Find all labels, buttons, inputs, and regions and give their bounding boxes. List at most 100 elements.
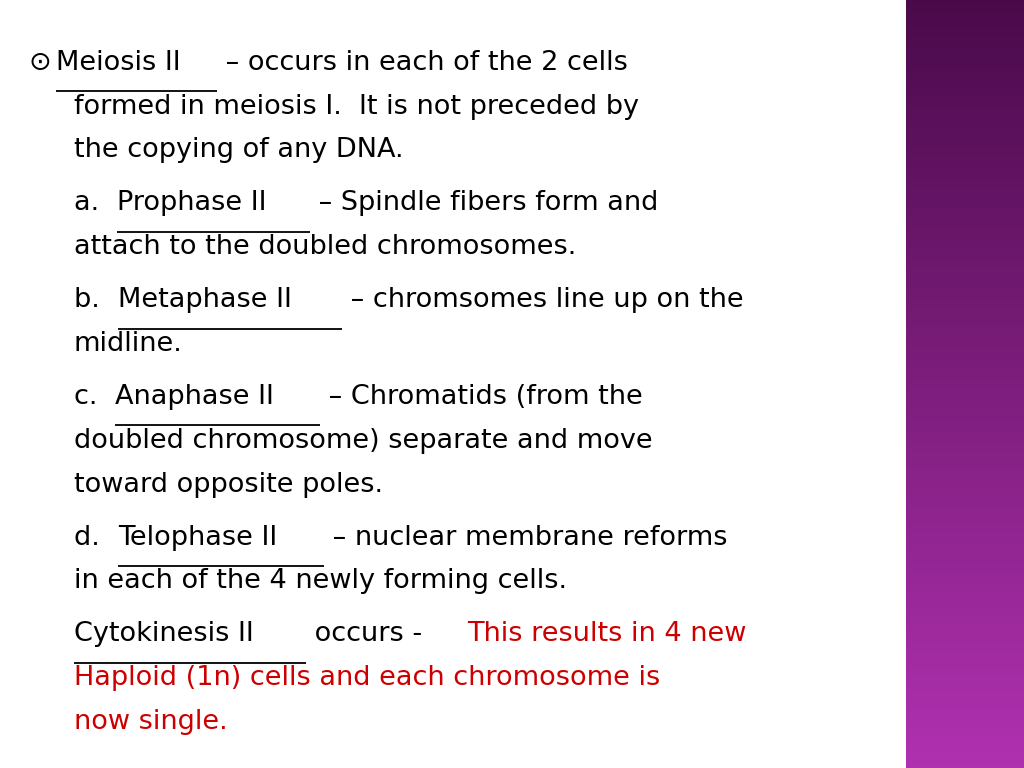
Bar (906, 737, 1024, 740)
Bar (906, 328, 1024, 330)
Bar (906, 668, 1024, 670)
Bar (906, 67, 1024, 69)
Bar (906, 131, 1024, 133)
Bar (906, 59, 1024, 61)
Bar (906, 484, 1024, 486)
Bar (906, 448, 1024, 451)
Bar (906, 108, 1024, 110)
Bar (906, 197, 1024, 200)
Text: Cytokinesis II: Cytokinesis II (74, 621, 254, 647)
Bar (906, 290, 1024, 292)
Bar (906, 707, 1024, 709)
Bar (906, 8, 1024, 10)
Bar (906, 543, 1024, 545)
Text: Metaphase II: Metaphase II (118, 287, 292, 313)
Text: Anaphase II: Anaphase II (115, 384, 273, 410)
Bar (906, 655, 1024, 658)
Bar (906, 555, 1024, 558)
Text: – chromsomes line up on the: – chromsomes line up on the (342, 287, 744, 313)
Bar (906, 740, 1024, 743)
Bar (906, 515, 1024, 517)
Bar (906, 144, 1024, 146)
Bar (906, 517, 1024, 520)
Bar (906, 25, 1024, 28)
Bar (906, 317, 1024, 320)
Bar (906, 617, 1024, 620)
Bar (906, 94, 1024, 98)
Bar (906, 743, 1024, 745)
Bar (906, 161, 1024, 164)
Bar (906, 528, 1024, 530)
Bar (906, 351, 1024, 353)
Bar (906, 443, 1024, 445)
Bar (906, 548, 1024, 551)
Bar (906, 325, 1024, 328)
Bar (906, 545, 1024, 548)
Bar (906, 512, 1024, 515)
Text: toward opposite poles.: toward opposite poles. (74, 472, 383, 498)
Bar (906, 263, 1024, 266)
Bar (906, 5, 1024, 8)
Bar (906, 422, 1024, 425)
Bar (906, 643, 1024, 645)
Bar (906, 532, 1024, 535)
Text: b.: b. (74, 287, 109, 313)
Bar (906, 123, 1024, 125)
Bar (906, 36, 1024, 38)
Bar (906, 238, 1024, 240)
Bar (906, 674, 1024, 676)
Bar (906, 461, 1024, 463)
Bar (906, 274, 1024, 276)
Bar (906, 336, 1024, 338)
Bar (906, 591, 1024, 594)
Bar (906, 576, 1024, 578)
Bar (906, 243, 1024, 246)
Bar (906, 604, 1024, 607)
Bar (906, 87, 1024, 90)
Bar (906, 121, 1024, 123)
Bar (906, 620, 1024, 622)
Bar (906, 302, 1024, 305)
Bar (906, 482, 1024, 484)
Bar (906, 755, 1024, 758)
Bar (906, 64, 1024, 67)
Bar (906, 384, 1024, 386)
Bar (906, 730, 1024, 732)
Bar (906, 507, 1024, 509)
Bar (906, 259, 1024, 261)
Bar (906, 412, 1024, 415)
Bar (906, 44, 1024, 46)
Text: the copying of any DNA.: the copying of any DNA. (74, 137, 403, 164)
Bar (906, 758, 1024, 760)
Bar (906, 417, 1024, 420)
Bar (906, 230, 1024, 233)
Bar (906, 69, 1024, 71)
Bar (906, 622, 1024, 624)
Bar (906, 217, 1024, 220)
Bar (906, 282, 1024, 284)
Bar (906, 248, 1024, 251)
Bar (906, 497, 1024, 499)
Bar (906, 584, 1024, 586)
Bar (906, 171, 1024, 174)
Bar (906, 627, 1024, 630)
Bar (906, 684, 1024, 686)
Bar (906, 389, 1024, 392)
Bar (906, 766, 1024, 768)
Bar (906, 205, 1024, 207)
Text: – Spindle fibers form and: – Spindle fibers form and (310, 190, 658, 217)
Bar (906, 148, 1024, 151)
Bar (906, 202, 1024, 205)
Bar (906, 578, 1024, 581)
Bar (906, 750, 1024, 753)
Bar (906, 586, 1024, 589)
Bar (906, 136, 1024, 138)
Bar (906, 647, 1024, 650)
Bar (906, 41, 1024, 44)
Text: d.: d. (74, 525, 109, 551)
Bar (906, 46, 1024, 48)
Bar (906, 704, 1024, 707)
Text: Haploid (1n) cells and each chromosome is: Haploid (1n) cells and each chromosome i… (74, 665, 660, 691)
Bar (906, 105, 1024, 108)
Bar (906, 74, 1024, 77)
